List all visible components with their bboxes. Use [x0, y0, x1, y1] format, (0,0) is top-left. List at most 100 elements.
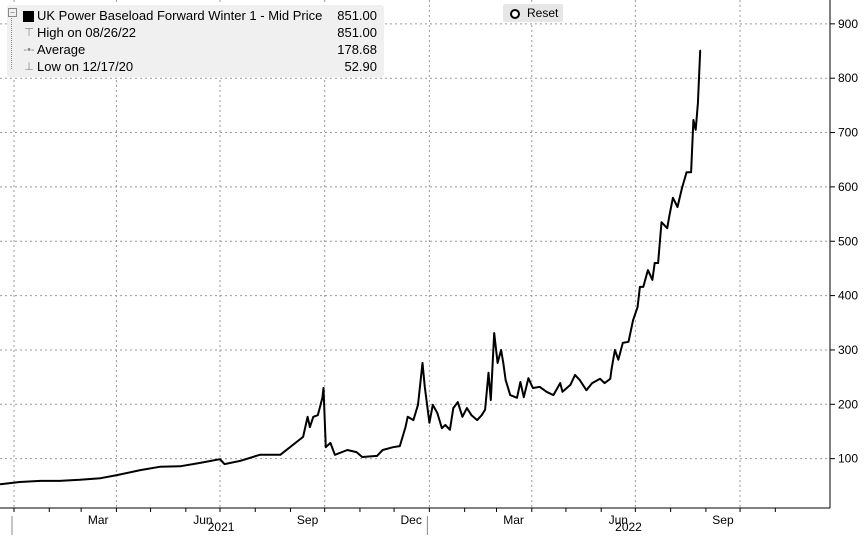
- data-point: [660, 221, 663, 224]
- data-point: [585, 389, 588, 391]
- data-point: [321, 396, 324, 399]
- data-point: [523, 396, 525, 399]
- data-point: [504, 379, 507, 381]
- data-point: [431, 404, 434, 406]
- data-point: [651, 279, 654, 281]
- data-point: [639, 286, 641, 288]
- data-point: [480, 414, 483, 416]
- data-point: [692, 119, 695, 121]
- data-point: [657, 262, 659, 264]
- data-point: [259, 454, 261, 456]
- data-point: [406, 416, 409, 418]
- data-point: [690, 171, 692, 174]
- data-point: [436, 412, 439, 414]
- data-point: [666, 227, 669, 230]
- data-point: [279, 454, 282, 456]
- data-point: [99, 477, 102, 480]
- data-point: [58, 480, 61, 482]
- data-point: [527, 377, 530, 380]
- data-point: [317, 414, 319, 416]
- data-point: [699, 49, 702, 52]
- data-point: [116, 474, 119, 476]
- data-point: [609, 377, 612, 380]
- data-point: [412, 419, 415, 421]
- data-point: [398, 445, 401, 447]
- y-tick-label: 800: [838, 71, 858, 85]
- data-point: [490, 399, 492, 401]
- data-point: [647, 269, 649, 271]
- data-point: [476, 419, 478, 421]
- collapse-icon[interactable]: −: [8, 8, 17, 17]
- data-point: [158, 466, 161, 468]
- y-tick-label: 700: [838, 126, 858, 140]
- y-tick-label: 400: [838, 289, 858, 303]
- data-point: [470, 414, 473, 416]
- data-point: [532, 387, 534, 389]
- legend-high: ⊤ High on 08/26/22 851.00: [7, 24, 377, 42]
- data-point: [346, 449, 349, 451]
- high-value: 851.00: [337, 25, 377, 40]
- data-point: [355, 451, 358, 453]
- data-point: [441, 427, 443, 430]
- data-point: [457, 401, 459, 403]
- data-point: [376, 455, 378, 457]
- legend-series-title: UK Power Baseload Forward Winter 1 - Mid…: [37, 8, 323, 23]
- data-point: [552, 394, 555, 396]
- legend-series: UK Power Baseload Forward Winter 1 - Mid…: [7, 7, 377, 25]
- data-point: [179, 465, 181, 468]
- data-point: [219, 458, 221, 460]
- x-month-label: Jun: [193, 513, 212, 527]
- data-point: [685, 171, 688, 174]
- data-point: [306, 416, 309, 418]
- legend: − UK Power Baseload Forward Winter 1 - M…: [7, 5, 384, 77]
- data-point: [322, 387, 325, 389]
- data-point: [622, 342, 624, 344]
- data-point: [559, 382, 562, 384]
- y-tick-label: 500: [838, 234, 858, 248]
- data-point: [599, 377, 601, 380]
- legend-tree-line: [11, 13, 18, 69]
- data-point: [681, 187, 683, 189]
- data-point: [574, 374, 576, 376]
- x-year-label: 2022: [615, 520, 642, 534]
- price-line: [0, 50, 702, 486]
- data-point: [610, 369, 613, 371]
- data-point: [361, 456, 364, 458]
- reset-button[interactable]: Reset: [503, 4, 563, 22]
- data-point: [79, 479, 81, 481]
- data-point: [509, 394, 511, 396]
- data-point: [449, 429, 451, 431]
- data-point: [603, 382, 606, 384]
- legend-low: ⊥ Low on 12/17/20 52.90: [7, 58, 377, 76]
- data-point: [461, 416, 464, 418]
- y-tick-label: 100: [838, 452, 858, 466]
- data-point: [569, 383, 572, 386]
- data-point: [676, 206, 679, 208]
- data-point: [617, 358, 620, 361]
- data-point: [417, 404, 419, 406]
- data-point: [519, 381, 522, 383]
- data-point: [538, 386, 541, 388]
- data-point: [309, 426, 311, 428]
- average-label: Average: [37, 42, 86, 57]
- data-point: [496, 362, 499, 364]
- low-value: 52.90: [344, 59, 377, 74]
- y-tick-label: 600: [838, 180, 858, 194]
- data-point: [198, 462, 201, 464]
- y-tick-label: 900: [838, 17, 858, 31]
- data-point: [561, 390, 564, 393]
- data-point: [697, 102, 699, 105]
- legend-average: -•- Average 178.68: [7, 41, 377, 59]
- data-point: [428, 421, 431, 424]
- reset-label: Reset: [527, 6, 559, 20]
- data-point: [223, 463, 226, 465]
- x-month-label: Mar: [503, 513, 524, 527]
- data-point: [672, 196, 674, 199]
- data-point: [636, 306, 639, 308]
- x-month-label: Sep: [712, 513, 734, 527]
- high-marker-icon: ⊤: [24, 27, 34, 39]
- y-tick-label: 200: [838, 397, 858, 411]
- average-marker-icon: -•-: [23, 44, 35, 56]
- average-value: 178.68: [337, 42, 377, 57]
